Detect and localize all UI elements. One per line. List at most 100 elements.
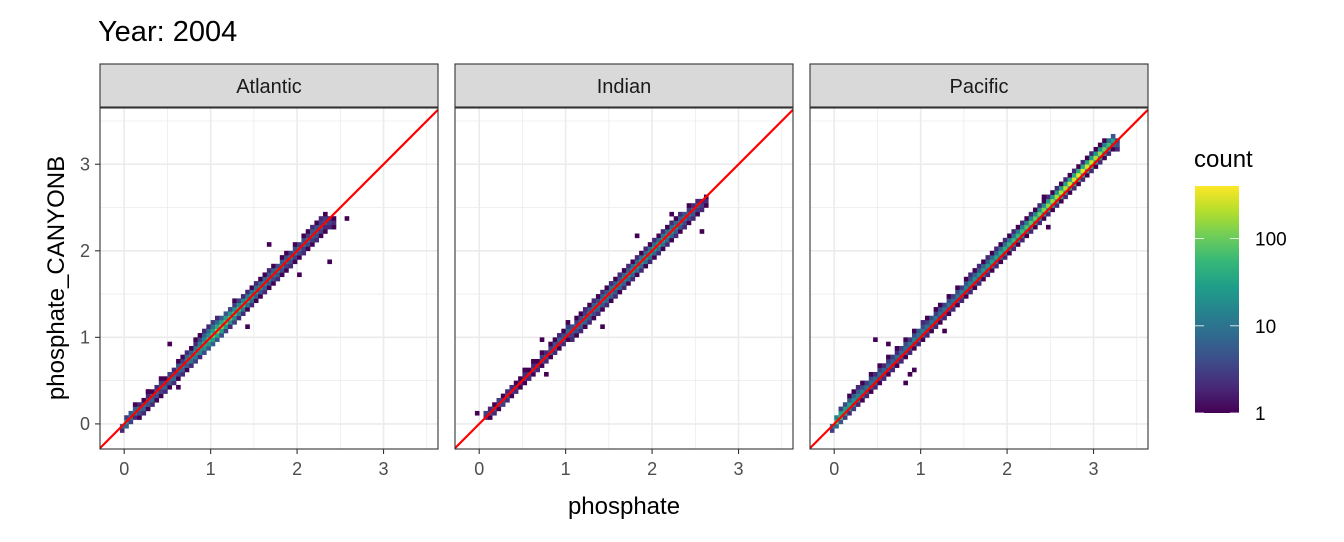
bin-cell xyxy=(868,371,874,377)
bin-cell xyxy=(937,311,943,317)
bin-cell xyxy=(591,315,597,321)
bin-cell xyxy=(310,237,315,243)
bin-cell xyxy=(1067,181,1073,187)
bin-cell xyxy=(1089,159,1094,165)
bin-cell xyxy=(1007,237,1012,243)
bin-cell xyxy=(634,272,640,278)
bin-cell xyxy=(548,354,553,360)
bin-cell xyxy=(868,389,874,394)
bin-cell xyxy=(206,346,211,351)
bin-cell xyxy=(959,298,965,304)
bin-cell xyxy=(569,337,575,342)
bin-cell xyxy=(154,393,160,399)
bin-cell xyxy=(1093,151,1099,156)
chart-title: Year: 2004 xyxy=(98,16,237,48)
bin-cell xyxy=(881,367,887,373)
bin-cell xyxy=(886,358,891,364)
bin-cell xyxy=(1089,151,1094,156)
bin-cell xyxy=(1106,151,1112,156)
bin-cell xyxy=(1028,211,1034,217)
bin-cell xyxy=(249,302,255,308)
bin-cell xyxy=(1050,194,1055,200)
panel-border xyxy=(454,107,794,450)
bin-cell xyxy=(652,237,657,243)
bin-cell xyxy=(310,242,315,247)
bin-cell xyxy=(284,268,289,273)
bin-cell xyxy=(496,406,502,412)
bin-cell xyxy=(578,324,584,329)
bin-cell xyxy=(318,229,324,234)
bin-cell xyxy=(522,380,528,386)
bin-cell xyxy=(557,337,562,342)
bin-cell xyxy=(855,402,861,407)
bin-cell xyxy=(167,371,173,377)
bin-cell xyxy=(1045,224,1051,230)
bin-cell xyxy=(176,358,181,364)
bin-cell xyxy=(587,315,592,321)
bin-cell xyxy=(994,250,999,256)
bin-cell xyxy=(899,346,904,351)
bin-cell xyxy=(669,237,675,243)
bin-cell xyxy=(886,363,891,368)
bin-cell xyxy=(1015,233,1021,239)
bin-cell xyxy=(916,333,921,338)
bin-cell xyxy=(210,320,216,325)
bin-cell xyxy=(703,198,709,204)
bin-cell xyxy=(613,294,618,299)
bin-cell xyxy=(518,384,523,390)
bin-cell xyxy=(587,320,592,325)
bin-cell xyxy=(907,337,913,342)
bin-cell xyxy=(899,358,904,364)
bin-cell xyxy=(535,358,541,364)
bin-cell xyxy=(496,397,502,403)
bin-cell xyxy=(1084,159,1090,165)
bin-cell xyxy=(163,389,168,394)
bin-cell xyxy=(1028,220,1034,226)
bin-cell xyxy=(591,298,597,304)
bin-cell xyxy=(262,276,268,282)
bin-cell xyxy=(864,384,870,390)
x-tick-label: 3 xyxy=(734,459,744,479)
bin-cell xyxy=(1080,168,1086,174)
bin-cell xyxy=(937,302,943,308)
bin-cell xyxy=(595,294,601,299)
panel-pacific: Pacific 0 1 2 3 xyxy=(809,63,1149,479)
bin-cell xyxy=(253,285,259,291)
bin-cell xyxy=(976,272,982,278)
bin-cell xyxy=(678,224,683,230)
bin-cell xyxy=(266,285,272,291)
bin-cell xyxy=(574,328,579,334)
bin-cell xyxy=(1020,224,1025,230)
bin-cell xyxy=(266,268,272,273)
bin-cell xyxy=(197,337,203,342)
bin-cell xyxy=(916,328,921,334)
bin-cell xyxy=(1076,172,1081,178)
bin-cell xyxy=(145,393,151,399)
bin-cell xyxy=(950,298,956,304)
bin-cell xyxy=(305,229,311,234)
bin-cell xyxy=(137,415,142,420)
bin-cell xyxy=(634,233,640,239)
bin-cell xyxy=(150,389,155,394)
bin-cell xyxy=(886,354,891,360)
bin-cell xyxy=(903,337,908,342)
bin-cell xyxy=(1071,168,1077,174)
bin-cell xyxy=(487,415,493,420)
bin-cell xyxy=(539,350,545,355)
bin-cell xyxy=(976,268,982,273)
bin-cell xyxy=(1007,233,1012,239)
bin-cell xyxy=(578,315,584,321)
bin-cell xyxy=(703,203,709,208)
bin-cell xyxy=(937,320,943,325)
bin-cell xyxy=(318,216,324,221)
bin-cell xyxy=(868,380,874,386)
bin-cell xyxy=(513,389,519,394)
bin-cell xyxy=(678,229,683,234)
bin-cell xyxy=(976,281,982,286)
bin-cell xyxy=(1024,224,1030,230)
bin-cell xyxy=(171,380,177,386)
bin-cell xyxy=(989,250,995,256)
bin-cell xyxy=(331,216,337,221)
bin-cell xyxy=(998,259,1004,265)
bin-cell xyxy=(158,389,164,394)
